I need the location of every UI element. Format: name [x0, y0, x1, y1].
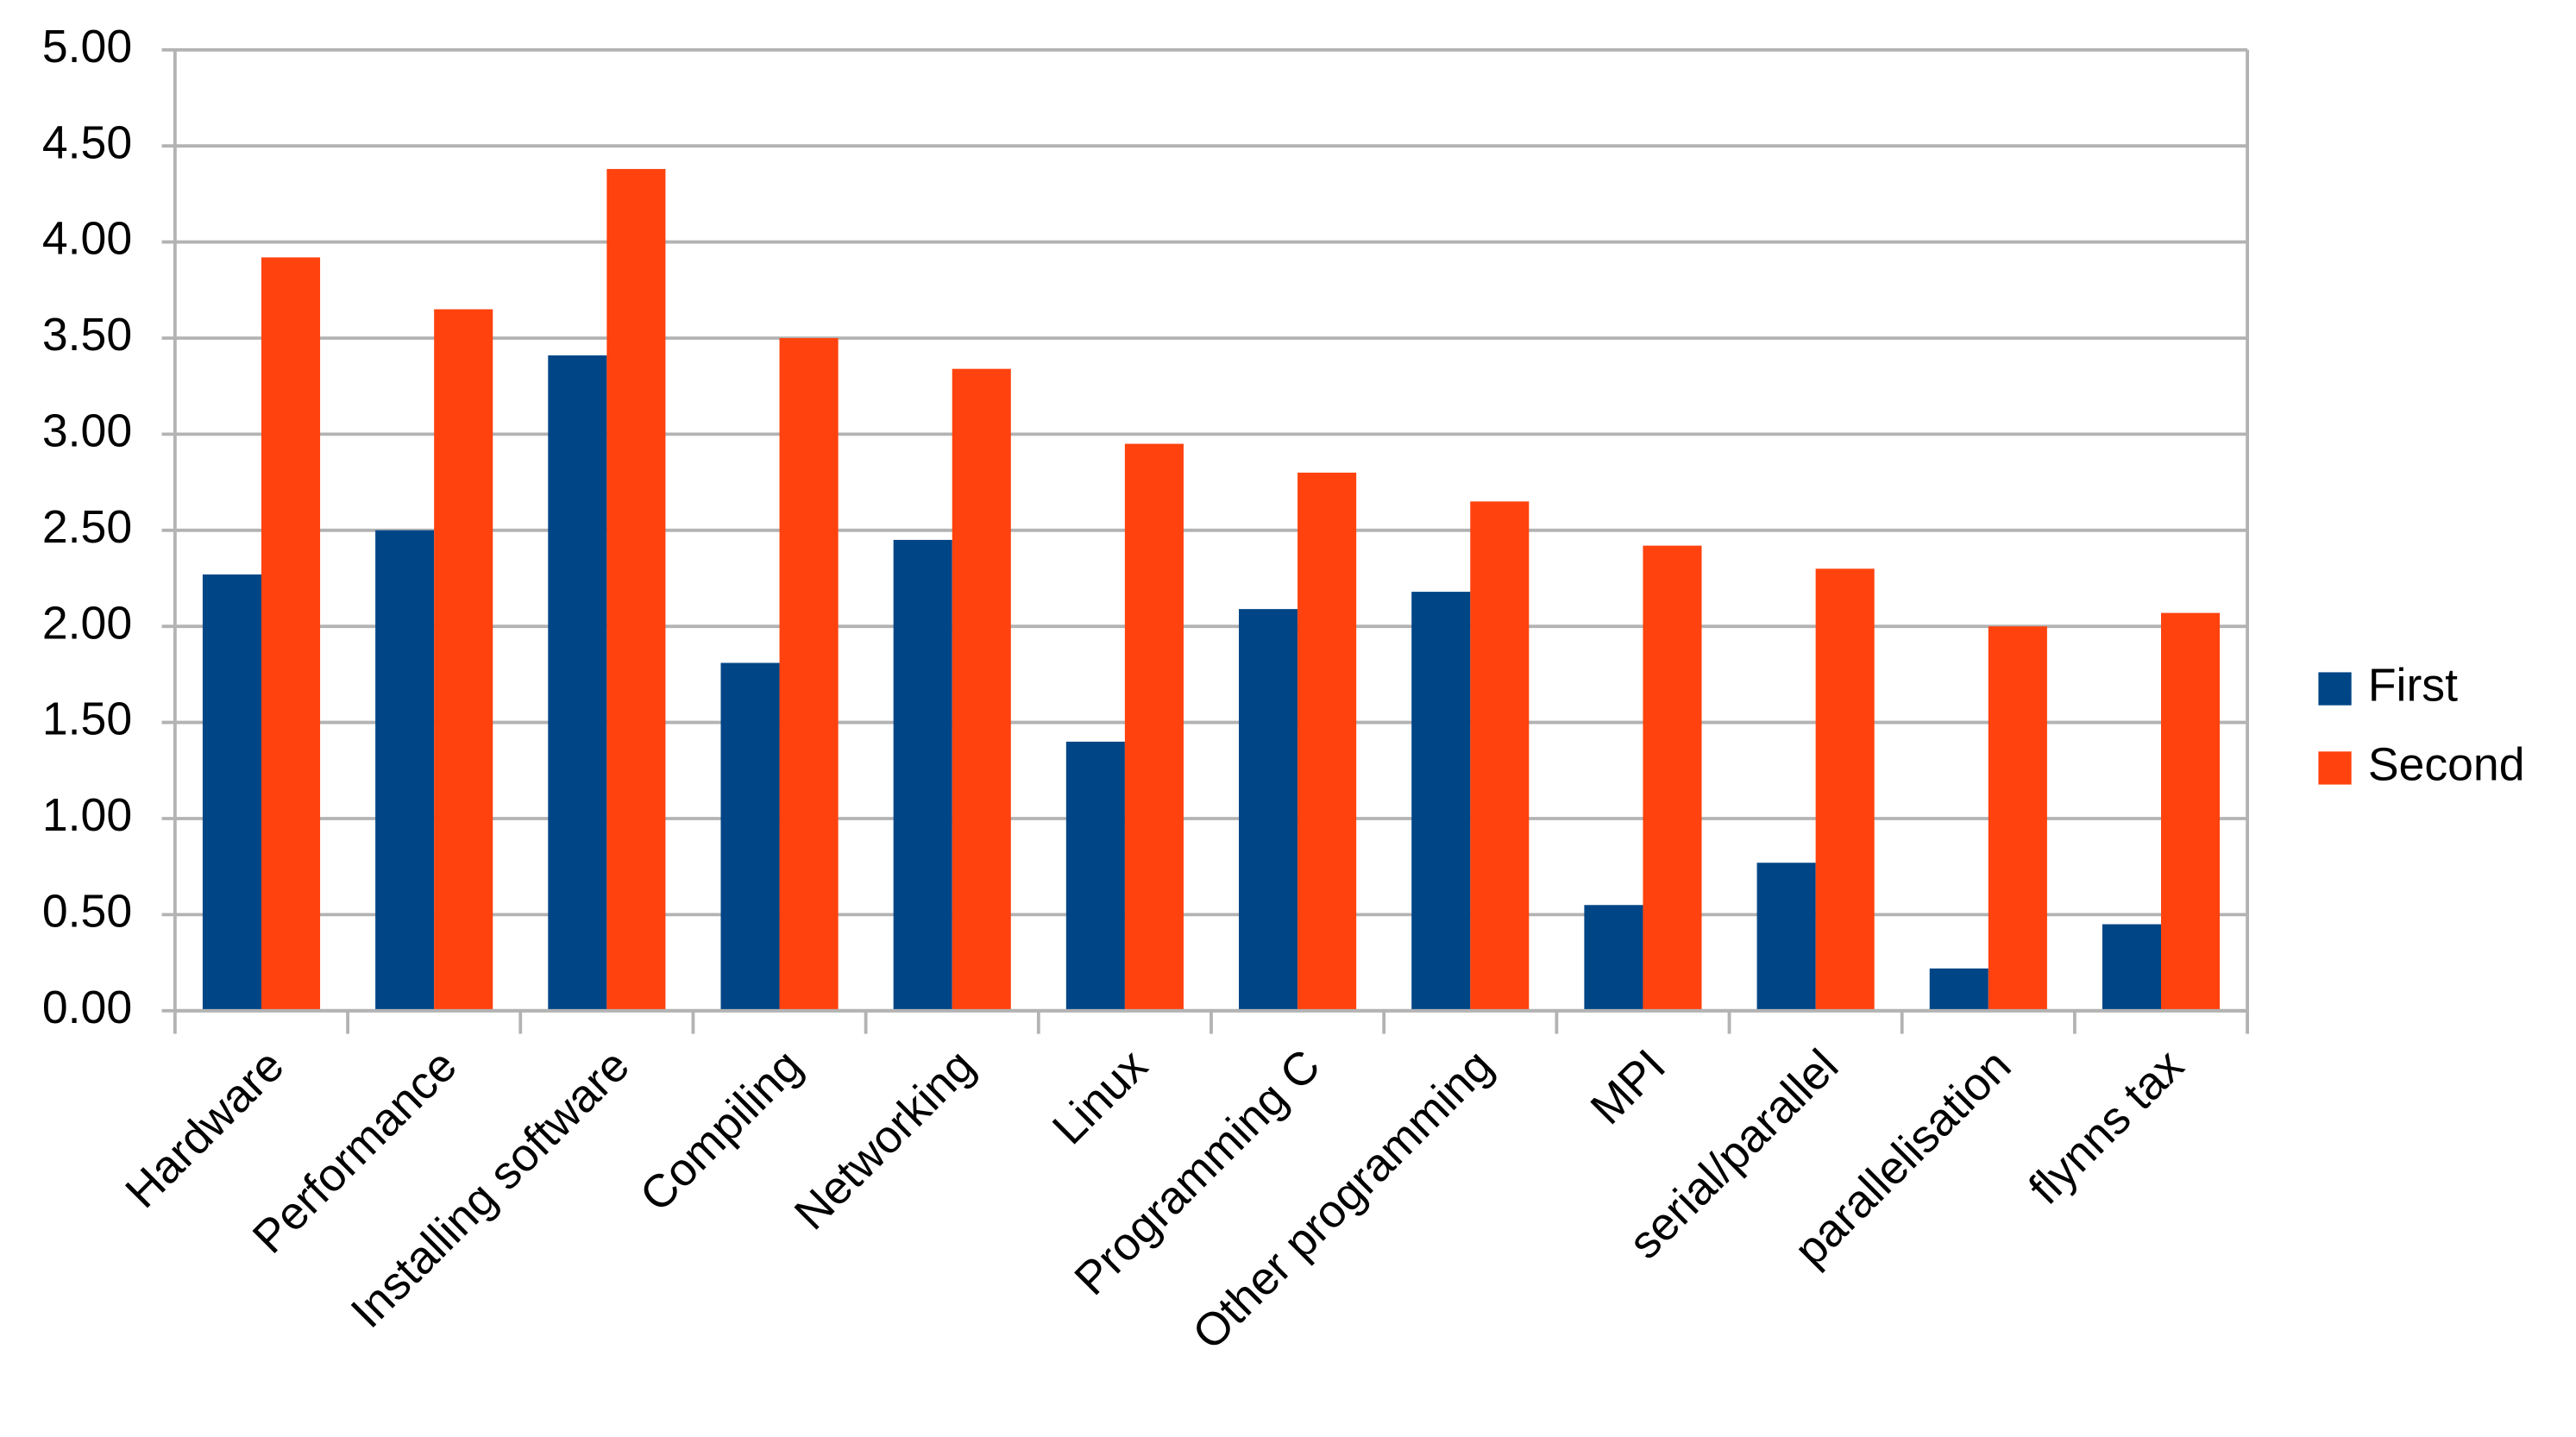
y-tick-label: 1.00: [42, 789, 132, 841]
x-tick-label: Hardware: [116, 1039, 294, 1218]
bar: [1470, 501, 1530, 1011]
bar: [434, 309, 493, 1011]
bar: [1239, 609, 1298, 1011]
bar: [1411, 592, 1471, 1011]
bar: [893, 539, 952, 1011]
y-tick-label: 3.50: [42, 309, 132, 361]
bar: [1643, 545, 1702, 1011]
bar: [779, 337, 839, 1011]
y-tick-label: 5.00: [42, 21, 132, 72]
bar: [2161, 612, 2221, 1011]
bar: [1124, 443, 1184, 1011]
x-tick-label: MPI: [1580, 1039, 1675, 1134]
bar: [1756, 863, 1816, 1011]
bar: [720, 662, 780, 1011]
y-tick-label: 2.00: [42, 597, 132, 649]
bar: [1988, 626, 2047, 1011]
y-tick-label: 1.50: [42, 693, 132, 745]
bar: [1929, 968, 1989, 1011]
y-tick-label: 2.50: [42, 501, 132, 553]
bar: [548, 355, 607, 1011]
x-tick-label: Networking: [784, 1039, 984, 1239]
bar: [2102, 924, 2162, 1011]
bar: [1815, 568, 1875, 1011]
x-tick-label: Compiling: [630, 1039, 812, 1221]
bar: [1584, 905, 1643, 1011]
bar: [375, 530, 435, 1011]
bar: [202, 574, 261, 1011]
legend-label: Second: [2368, 739, 2525, 791]
x-tick-label: flynns tax: [2019, 1039, 2194, 1214]
y-tick-label: 4.50: [42, 116, 132, 168]
y-tick-label: 4.00: [42, 213, 132, 265]
y-tick-label: 0.50: [42, 886, 132, 938]
x-tick-label: Other programming: [1183, 1039, 1503, 1359]
legend-swatch: [2318, 751, 2352, 785]
bar: [261, 257, 321, 1011]
legend-label: First: [2368, 660, 2458, 712]
bar: [606, 168, 666, 1011]
bar: [1297, 472, 1357, 1011]
y-tick-label: 3.00: [42, 405, 132, 457]
y-tick-label: 0.00: [42, 982, 132, 1033]
bar: [952, 368, 1011, 1011]
bar: [1065, 741, 1125, 1011]
x-tick-label: Linux: [1043, 1039, 1158, 1154]
legend-swatch: [2318, 672, 2352, 706]
